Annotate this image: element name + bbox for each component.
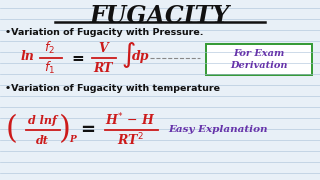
Text: RT$^{2}$: RT$^{2}$ [117, 132, 143, 148]
Text: =: = [72, 51, 84, 66]
Text: •Variation of Fugacity with temperature: •Variation of Fugacity with temperature [5, 84, 220, 93]
Text: Derivation: Derivation [230, 60, 287, 69]
Text: dp: dp [132, 50, 150, 62]
Text: Easy Explanation: Easy Explanation [168, 125, 268, 134]
Text: RT: RT [93, 62, 113, 75]
Text: $\int$: $\int$ [121, 40, 135, 70]
Text: =: = [81, 121, 95, 139]
Text: P: P [70, 134, 76, 143]
Text: dt: dt [36, 134, 48, 145]
Text: H$^{*}$ $-$ H: H$^{*}$ $-$ H [105, 112, 155, 128]
Text: d lnf: d lnf [28, 114, 56, 125]
Text: $f_2$: $f_2$ [44, 40, 55, 56]
Text: $f_1$: $f_1$ [44, 60, 56, 76]
Text: FUGACITY: FUGACITY [90, 4, 230, 28]
Text: ): ) [59, 114, 71, 145]
FancyBboxPatch shape [205, 44, 311, 75]
Text: ln: ln [21, 50, 35, 62]
Text: •Variation of Fugacity with Pressure.: •Variation of Fugacity with Pressure. [5, 28, 204, 37]
Text: (: ( [6, 114, 18, 145]
Text: For Exam: For Exam [233, 48, 284, 57]
Text: V: V [98, 42, 108, 55]
